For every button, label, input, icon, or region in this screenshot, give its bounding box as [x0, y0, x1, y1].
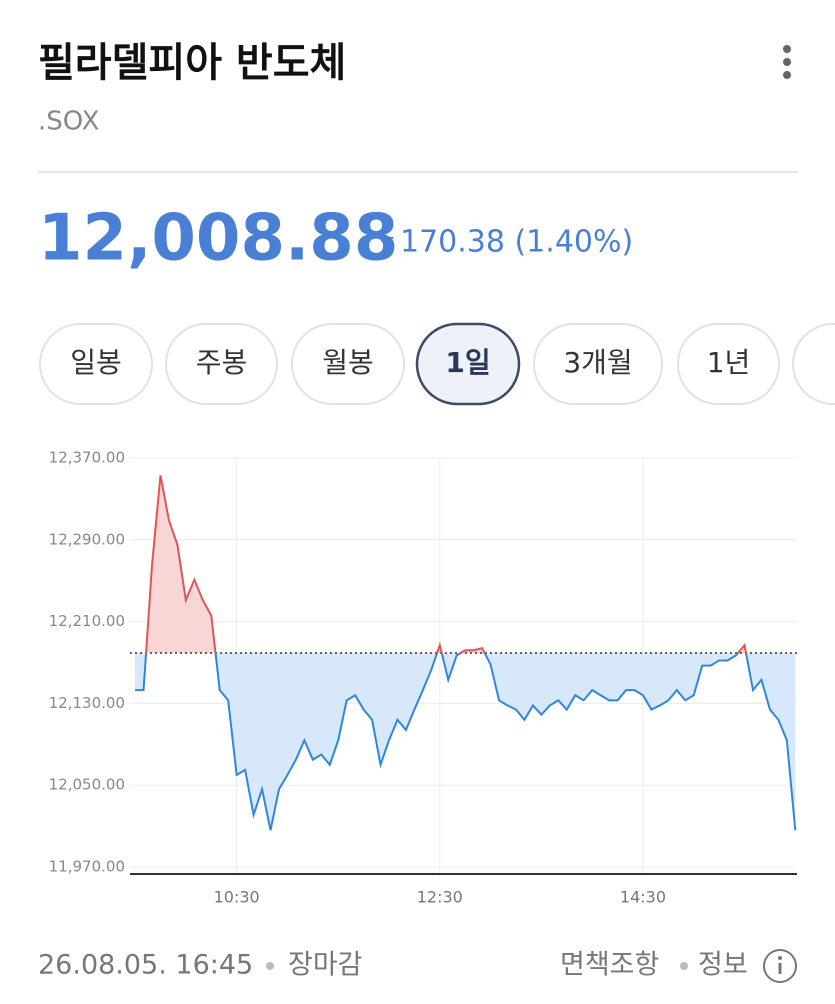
y-tick-label: 12,370.00	[49, 449, 125, 467]
tab-pill	[291, 323, 405, 405]
tab[interactable]: 3개월	[533, 323, 663, 405]
tab[interactable]: 일봉	[39, 323, 153, 405]
tab[interactable]: 월봉	[291, 323, 405, 405]
tab-pill	[792, 323, 835, 405]
y-tick-label: 12,050.00	[49, 776, 125, 794]
tab-label[interactable]: 일봉	[70, 346, 122, 379]
tab-label[interactable]: 3개월	[563, 346, 632, 379]
title: 필라델피아 반도체	[38, 40, 346, 86]
tab-pill	[165, 323, 278, 405]
y-tick-label: 12,210.00	[49, 612, 125, 630]
x-tick-label: 10:30	[214, 888, 260, 907]
tab-label[interactable]: 월봉	[322, 346, 374, 379]
x-tick-label: 12:30	[417, 888, 463, 907]
price: 12,008.88	[38, 202, 398, 276]
tab[interactable]: 주봉	[165, 323, 278, 405]
price-line	[135, 475, 797, 831]
info-link[interactable]: 정보	[698, 950, 748, 981]
x-tick-label: 14:30	[620, 888, 666, 907]
down-arrow	[378, 237, 394, 247]
symbol: .SOX	[38, 107, 99, 137]
tab-pill	[677, 323, 780, 405]
tab-pill	[39, 323, 153, 405]
info-icon[interactable]	[763, 949, 797, 983]
timestamp: 26.08.05. 16:45	[38, 950, 253, 981]
tab-label[interactable]: 1일	[445, 346, 490, 379]
market-status: 장마감	[288, 950, 363, 981]
separator-dot	[266, 962, 274, 970]
menu-button[interactable]	[783, 45, 791, 79]
tab-pill	[533, 323, 663, 405]
tab-label[interactable]: 주봉	[196, 346, 248, 379]
tab-label[interactable]: 1년	[707, 346, 751, 379]
change: 170.38 (1.40%)	[400, 225, 633, 260]
tab-pill	[415, 322, 521, 406]
y-tick-label: 11,970.00	[49, 858, 125, 876]
y-tick-label: 12,130.00	[49, 694, 125, 712]
tab[interactable]: 3	[792, 323, 835, 405]
tab[interactable]: 1일	[415, 322, 521, 406]
disclaimer[interactable]: 면책조항	[560, 950, 659, 981]
y-tick-label: 12,290.00	[49, 530, 125, 548]
separator-dot	[680, 962, 688, 970]
tab[interactable]: 1년	[677, 323, 780, 405]
